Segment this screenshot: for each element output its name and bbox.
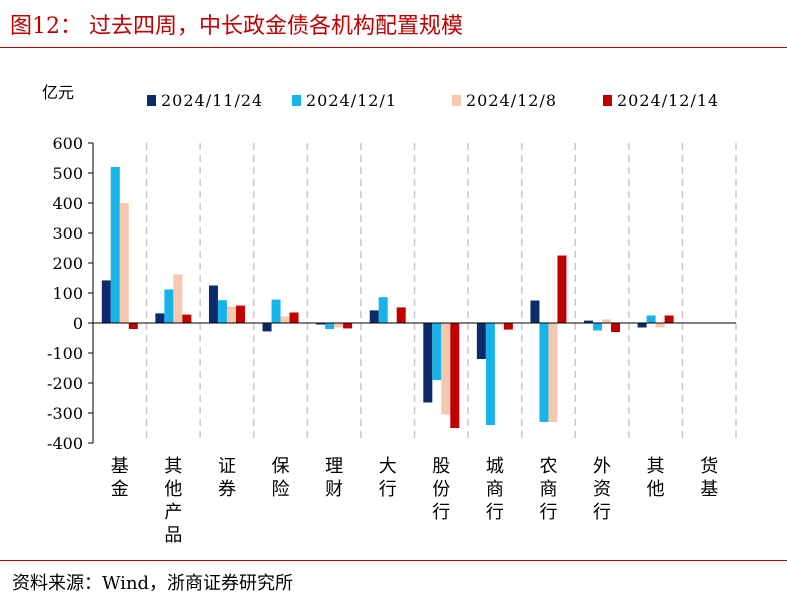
bar bbox=[119, 203, 129, 323]
bar bbox=[343, 323, 353, 329]
bar bbox=[655, 323, 665, 328]
bar bbox=[217, 300, 227, 323]
y-tick-label: 200 bbox=[52, 254, 83, 273]
bar bbox=[226, 306, 236, 323]
bar bbox=[280, 316, 290, 323]
x-category-label: 其他 bbox=[647, 456, 665, 500]
unit-label: 亿元 bbox=[42, 83, 74, 102]
legend-label: 2024/12/1 bbox=[306, 91, 397, 110]
x-category-label: 货基 bbox=[700, 456, 718, 500]
y-tick-label: 600 bbox=[52, 134, 83, 153]
bar bbox=[557, 255, 567, 323]
bar bbox=[396, 307, 406, 323]
legend-label: 2024/12/8 bbox=[466, 91, 557, 110]
bar bbox=[325, 323, 335, 329]
bar bbox=[637, 323, 647, 328]
bar bbox=[128, 323, 138, 329]
x-category-label: 理财 bbox=[325, 456, 343, 500]
bar bbox=[503, 323, 513, 330]
bar bbox=[369, 310, 379, 323]
bar bbox=[423, 323, 433, 403]
legend-swatch bbox=[452, 95, 461, 106]
bar bbox=[539, 323, 549, 422]
source-note: 资料来源：Wind，浙商证券研究所 bbox=[12, 573, 294, 594]
bar bbox=[164, 289, 174, 323]
bar bbox=[494, 323, 504, 325]
y-tick-label: 500 bbox=[52, 164, 83, 183]
bar bbox=[235, 305, 245, 323]
bar bbox=[378, 297, 388, 323]
bar bbox=[530, 300, 540, 323]
bar bbox=[646, 315, 656, 323]
legend-swatch bbox=[147, 95, 156, 106]
bar bbox=[432, 323, 442, 380]
legend-label: 2024/12/14 bbox=[617, 91, 719, 110]
legend-swatch bbox=[603, 95, 612, 106]
bar bbox=[271, 299, 281, 323]
x-category-label: 农商行 bbox=[539, 456, 557, 523]
bar bbox=[182, 314, 192, 323]
bar bbox=[593, 323, 603, 331]
x-category-label: 股份行 bbox=[432, 456, 450, 523]
y-tick-label: 0 bbox=[73, 314, 83, 333]
bar bbox=[476, 323, 486, 359]
bar bbox=[316, 323, 326, 325]
footer-rule bbox=[0, 560, 787, 561]
bar bbox=[334, 323, 344, 328]
bar bbox=[173, 274, 183, 323]
bar bbox=[611, 323, 621, 332]
y-tick-label: 400 bbox=[52, 194, 83, 213]
y-tick-label: -100 bbox=[47, 344, 83, 363]
bar bbox=[450, 323, 460, 428]
bar bbox=[548, 323, 558, 422]
y-tick-label: -200 bbox=[47, 374, 83, 393]
legend-swatch bbox=[292, 95, 301, 106]
bar bbox=[584, 320, 594, 323]
x-category-label: 其他产品 bbox=[164, 456, 182, 546]
y-tick-label: -300 bbox=[47, 404, 83, 423]
bar bbox=[262, 323, 272, 332]
bar bbox=[485, 323, 495, 425]
y-tick-label: -400 bbox=[47, 434, 83, 453]
x-category-label: 大行 bbox=[379, 456, 397, 500]
x-category-label: 保险 bbox=[272, 456, 290, 500]
bar bbox=[602, 319, 612, 323]
y-tick-label: 100 bbox=[52, 284, 83, 303]
bar bbox=[155, 313, 165, 323]
bar bbox=[208, 285, 218, 323]
bar bbox=[289, 312, 299, 323]
bar bbox=[101, 280, 111, 323]
title-rule bbox=[0, 47, 787, 48]
bar bbox=[441, 323, 451, 415]
x-category-label: 基金 bbox=[111, 456, 129, 500]
x-category-label: 外资行 bbox=[593, 456, 611, 523]
y-tick-label: 300 bbox=[52, 224, 83, 243]
figure-title: 图12： 过去四周，中长政金债各机构配置规模 bbox=[10, 14, 463, 39]
x-category-label: 证券 bbox=[218, 456, 236, 500]
x-category-label: 城商行 bbox=[486, 456, 504, 523]
legend-label: 2024/11/24 bbox=[161, 91, 263, 110]
bar bbox=[664, 315, 674, 323]
bar bbox=[110, 167, 120, 323]
